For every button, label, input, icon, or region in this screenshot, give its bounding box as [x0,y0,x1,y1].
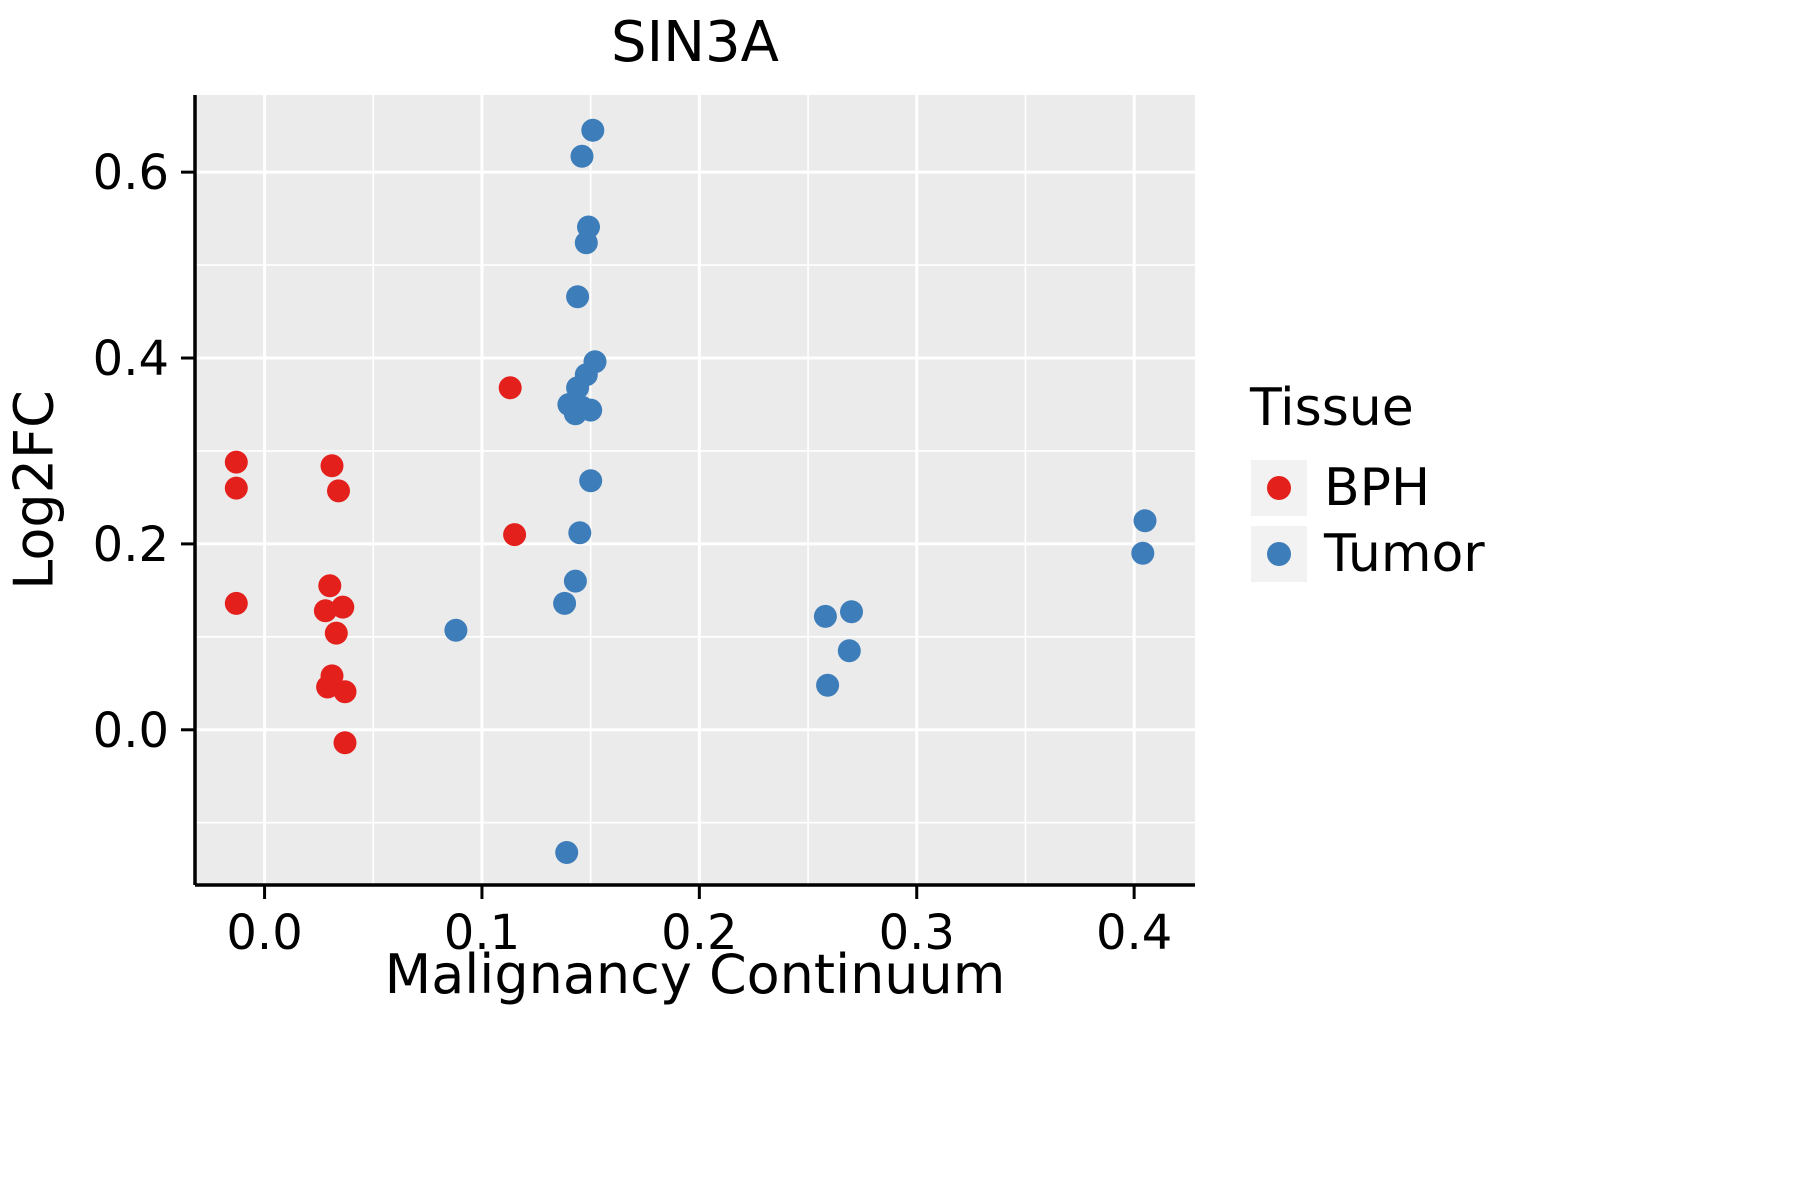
data-point-bph [503,523,527,547]
legend-dot-bph-icon [1267,476,1291,500]
y-tick-label: 0.0 [93,703,169,759]
legend-key-bph [1251,460,1307,516]
legend-item-tumor: Tumor [1250,524,1485,584]
data-point-bph [320,454,344,478]
legend-key-tumor [1251,526,1307,582]
legend-label-tumor: Tumor [1324,524,1485,584]
data-point-tumor [563,569,587,593]
data-point-bph [498,376,522,400]
x-axis-label: Malignancy Continuum [384,943,1006,1006]
x-tick-label: 0.1 [444,905,520,961]
data-point-tumor [579,469,603,493]
data-point-tumor [837,639,861,663]
y-tick-label: 0.2 [93,517,169,573]
legend-title: Tissue [1250,378,1414,438]
data-point-tumor [563,402,587,426]
data-point-bph [333,680,357,704]
y-axis-label: Log2FC [2,390,66,590]
x-tick-label: 0.4 [1096,905,1172,961]
data-point-bph [224,450,248,474]
data-point-tumor [444,618,468,642]
data-point-bph [224,476,248,500]
data-point-bph [316,675,340,699]
legend-label-bph: BPH [1324,458,1431,518]
x-tick-label: 0.3 [879,905,955,961]
data-point-bph [224,591,248,615]
data-point-bph [318,574,342,598]
y-tick-label: 0.4 [93,331,169,387]
data-point-tumor [816,673,840,697]
data-point-bph [324,621,348,645]
data-point-tumor [1133,509,1157,533]
data-point-tumor [568,521,592,545]
data-point-bph [313,599,337,623]
data-point-bph [331,595,355,619]
legend-item-bph: BPH [1250,458,1485,518]
data-point-tumor [553,591,577,615]
data-point-tumor [1131,541,1155,565]
panel-background [195,95,1195,885]
x-tick-label: 0.2 [661,905,737,961]
data-point-tumor [555,841,579,864]
x-tick-label: 0.0 [226,905,302,961]
data-point-tumor [840,600,863,624]
data-point-tumor [581,118,605,142]
data-point-tumor [566,285,590,309]
data-point-tumor [813,604,837,628]
data-point-tumor [570,144,594,168]
y-tick-label: 0.6 [93,145,169,201]
legend-dot-tumor-icon [1267,542,1291,566]
chart-title: SIN3A [611,10,779,75]
legend: Tissue BPH Tumor [1250,378,1485,584]
data-point-bph [327,479,350,503]
data-point-bph [333,731,357,755]
data-point-tumor [574,231,598,255]
